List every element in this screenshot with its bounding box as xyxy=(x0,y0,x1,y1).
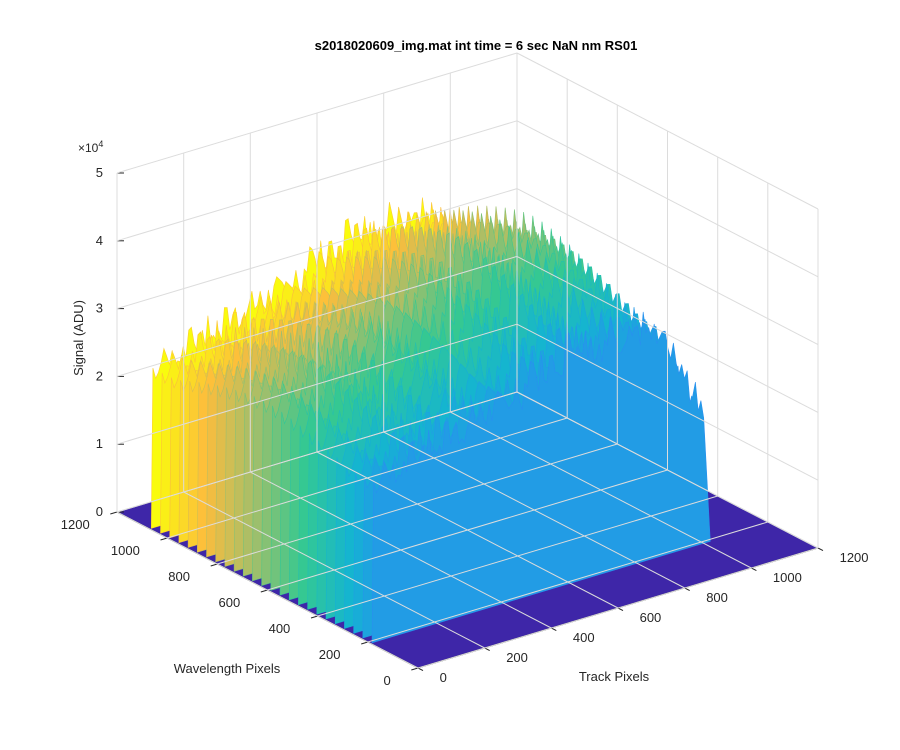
back-wall-grid-line xyxy=(116,255,518,377)
x-tick-label: 400 xyxy=(573,630,595,645)
x-axis-label: Track Pixels xyxy=(579,669,650,684)
y-tick-label: 600 xyxy=(218,595,240,610)
chart-title: s2018020609_img.mat int time = 6 sec NaN… xyxy=(315,38,638,53)
z-exponent-base: ×10 xyxy=(78,141,99,155)
x-tick xyxy=(484,647,490,652)
z-tick-label: 3 xyxy=(96,301,103,316)
x-tick-label: 200 xyxy=(506,650,528,665)
y-tick xyxy=(210,563,218,567)
x-tick-label: 1200 xyxy=(840,550,869,565)
side-wall-grid-line xyxy=(516,391,819,549)
back-wall-grid-line xyxy=(116,323,518,445)
y-tick xyxy=(361,641,368,645)
y-tick-label: 0 xyxy=(383,673,390,688)
y-tick xyxy=(160,537,168,541)
y-tick-label: 800 xyxy=(168,569,190,584)
y-axis-label: Wavelength Pixels xyxy=(174,661,281,676)
x-tick xyxy=(817,547,824,552)
y-tick-label: 1000 xyxy=(111,543,140,558)
y-tick-label: 400 xyxy=(269,621,291,636)
x-tick-label: 1000 xyxy=(773,570,802,585)
back-wall-grid-line xyxy=(116,120,518,242)
back-wall-grid-line xyxy=(116,391,518,513)
z-tick-label: 0 xyxy=(96,504,103,519)
y-tick-label: 200 xyxy=(319,647,341,662)
x-tick xyxy=(417,667,424,672)
y-tick xyxy=(310,615,318,619)
z-tick-label: 5 xyxy=(96,165,103,180)
x-tick xyxy=(617,607,624,612)
z-axis-label: Signal (ADU) xyxy=(71,300,86,376)
y-tick xyxy=(110,511,118,515)
x-tick-label: 0 xyxy=(440,670,447,685)
side-wall-grid-line xyxy=(516,323,819,481)
side-wall-grid-line xyxy=(516,52,819,210)
x-tick-label: 600 xyxy=(640,610,662,625)
z-tick-label: 2 xyxy=(96,368,103,383)
floor-grid-line xyxy=(417,547,819,669)
z-tick-label: 4 xyxy=(96,233,103,248)
y-tick xyxy=(411,667,419,671)
x-tick-label: 800 xyxy=(706,590,728,605)
z-tick-label: 1 xyxy=(96,436,103,451)
back-wall-grid-line xyxy=(116,52,518,174)
floor-grid-line xyxy=(267,469,668,591)
x-tick xyxy=(751,567,757,572)
floor-grid-line xyxy=(167,417,568,539)
side-wall-grid-line xyxy=(516,255,819,413)
floor-grid-line xyxy=(217,443,618,565)
back-wall-grid-line xyxy=(116,188,518,310)
side-wall-grid-line xyxy=(516,120,819,278)
y-tick xyxy=(260,589,268,593)
z-exponent-power: 4 xyxy=(98,139,103,149)
side-wall-grid-line xyxy=(516,188,819,346)
x-tick xyxy=(551,627,557,632)
y-tick-label: 1200 xyxy=(61,517,90,532)
surface xyxy=(117,197,818,668)
floor-grid-line xyxy=(367,521,768,643)
x-tick xyxy=(684,587,690,592)
surface-strip xyxy=(371,311,711,644)
z-exponent-label: ×104 xyxy=(78,139,103,155)
floor-grid-line xyxy=(317,495,718,617)
